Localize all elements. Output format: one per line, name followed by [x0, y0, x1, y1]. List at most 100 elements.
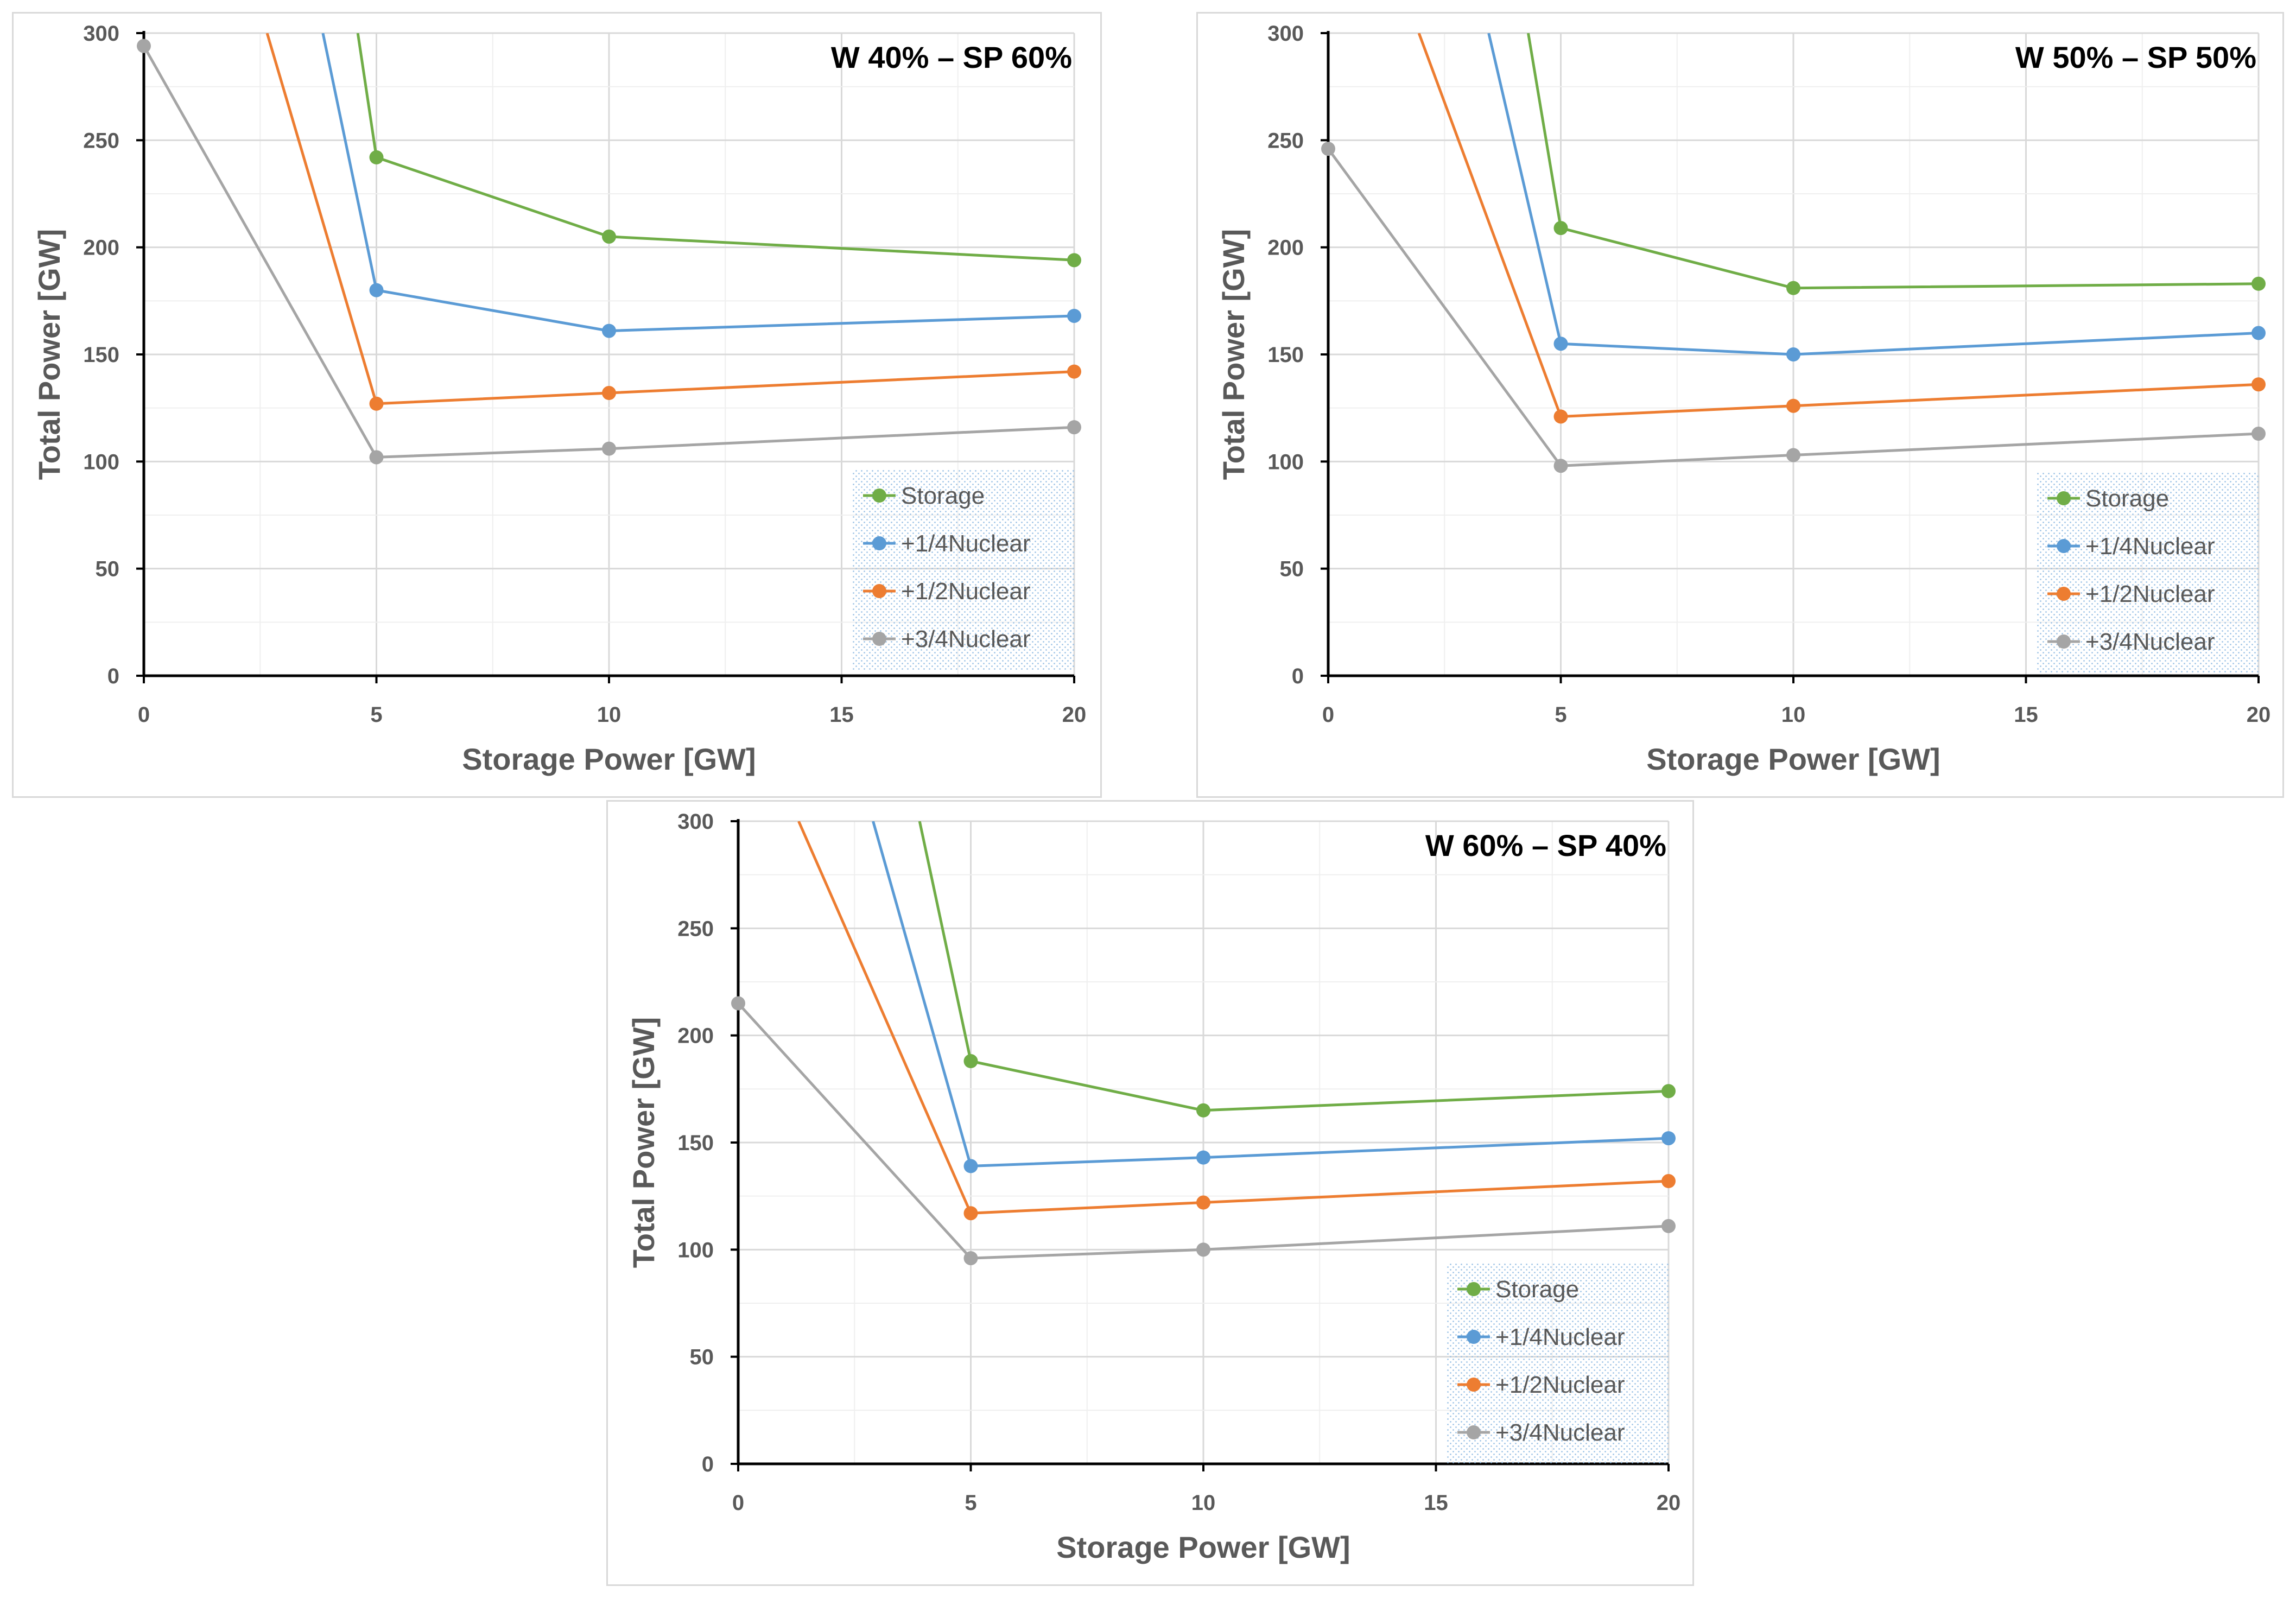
- data-point-2: [1786, 398, 1800, 413]
- data-point-3: [1196, 1242, 1210, 1257]
- y-tick-label: 150: [1267, 343, 1304, 367]
- x-tick-label: 5: [1555, 703, 1566, 727]
- data-point-0: [602, 229, 616, 244]
- y-tick-label: 50: [690, 1346, 714, 1369]
- y-tick-label: 250: [1267, 129, 1304, 153]
- data-point-2: [1661, 1174, 1676, 1189]
- x-axis-title: Storage Power [GW]: [462, 742, 756, 776]
- series-line-1: [1487, 33, 2259, 356]
- x-tick-label: 0: [732, 1491, 744, 1515]
- legend-marker-1: [872, 536, 886, 550]
- chart-panel-w60-sp40: 0 50 100 150 200 250 300 0 5 10 15 20 Storage Power …: [606, 800, 1694, 1586]
- legend: Storage +1/4Nuclear +1/2Nuclear +3/4Nuclear: [1447, 1263, 1669, 1464]
- chart-svg-1: 0 50 100 150 200 250 300 0 5 10 15 20 Storage Power …: [32, 22, 1087, 776]
- data-point-3: [1553, 459, 1568, 473]
- x-axis-title: Storage Power [GW]: [1646, 742, 1940, 776]
- chart-title: W 50% – SP 50%: [2015, 40, 2256, 74]
- x-tick-label: 15: [2014, 703, 2038, 727]
- legend-background: [852, 469, 1075, 670]
- data-point-0: [1786, 281, 1800, 295]
- data-point-2: [369, 396, 384, 411]
- series-line-1: [321, 33, 1074, 333]
- legend-marker-0: [2057, 491, 2071, 505]
- data-point-1: [2251, 326, 2266, 340]
- data-point-0: [963, 1054, 978, 1069]
- y-tick-label: 300: [1267, 22, 1304, 46]
- legend-marker-2: [2057, 587, 2071, 601]
- data-point-1: [1786, 347, 1800, 361]
- grid: [143, 32, 1075, 676]
- x-tick-label: 0: [1322, 703, 1334, 727]
- legend-label-3: +3/4Nuclear: [2085, 629, 2215, 655]
- chart-title: W 60% – SP 40%: [1425, 828, 1666, 862]
- data-point-3: [731, 996, 745, 1011]
- y-axis-title: Total Power [GW]: [32, 229, 66, 480]
- legend-marker-1: [1467, 1330, 1481, 1344]
- data-point-3: [137, 39, 151, 53]
- data-point-2: [1553, 409, 1568, 424]
- plot-area: [1328, 33, 2259, 467]
- data-point-1: [963, 1159, 978, 1173]
- chart-svg-2: 0 50 100 150 200 250 300 0 5 10 15 20 Storage Power …: [1216, 22, 2271, 776]
- chart-panel-w40-sp60: 0 50 100 150 200 250 300 0 5 10 15 20 Storage Power …: [12, 12, 1102, 798]
- data-point-1: [1661, 1131, 1676, 1146]
- legend-marker-1: [2057, 539, 2071, 553]
- y-tick-label: 200: [83, 236, 119, 260]
- data-point-3: [1786, 448, 1800, 462]
- legend-label-3: +3/4Nuclear: [1495, 1419, 1625, 1446]
- y-tick-label: 250: [83, 129, 119, 153]
- y-tick-label: 0: [702, 1452, 714, 1476]
- legend-label-1: +1/4Nuclear: [901, 530, 1030, 557]
- legend-marker-0: [872, 488, 886, 503]
- series-line-0: [356, 33, 1074, 262]
- x-tick-label: 5: [965, 1491, 976, 1515]
- legend-label-2: +1/2Nuclear: [1495, 1372, 1625, 1398]
- plot-area: [144, 33, 1074, 459]
- x-tick-label: 10: [597, 703, 621, 727]
- data-point-3: [1067, 420, 1081, 435]
- y-axis-title: Total Power [GW]: [626, 1017, 661, 1268]
- legend-label-0: Storage: [901, 483, 985, 509]
- legend-label-1: +1/4Nuclear: [1495, 1324, 1625, 1350]
- legend-marker-3: [1467, 1425, 1481, 1439]
- y-tick-label: 150: [677, 1131, 714, 1155]
- series-line-3: [1328, 148, 2259, 467]
- legend-marker-3: [2057, 634, 2071, 649]
- legend-label-0: Storage: [1495, 1276, 1579, 1303]
- data-point-3: [2251, 427, 2266, 441]
- data-point-2: [1067, 364, 1081, 379]
- data-point-2: [963, 1206, 978, 1221]
- data-point-3: [602, 441, 616, 456]
- legend-background: [2037, 472, 2259, 673]
- y-tick-label: 0: [107, 664, 119, 688]
- legend: Storage +1/4Nuclear +1/2Nuclear +3/4Nuclear: [852, 469, 1075, 670]
- x-tick-label: 0: [138, 703, 150, 727]
- legend-label-1: +1/4Nuclear: [2085, 533, 2215, 560]
- data-point-1: [1553, 337, 1568, 351]
- data-point-2: [602, 386, 616, 401]
- data-point-0: [2251, 276, 2266, 291]
- y-tick-label: 100: [677, 1238, 714, 1262]
- series-line-0: [1527, 33, 2259, 290]
- legend-background: [1447, 1263, 1669, 1464]
- data-point-2: [1196, 1195, 1210, 1210]
- x-tick-label: 20: [2247, 703, 2271, 727]
- data-point-1: [1196, 1150, 1210, 1165]
- x-tick-label: 20: [1062, 703, 1087, 727]
- plot-area: [738, 821, 1669, 1260]
- x-tick-label: 5: [370, 703, 382, 727]
- data-point-0: [369, 150, 384, 164]
- data-point-0: [1196, 1103, 1210, 1118]
- series-line-2: [797, 821, 1669, 1215]
- chart-panel-w50-sp50: 0 50 100 150 200 250 300 0 5 10 15 20 Storage Power …: [1196, 12, 2284, 798]
- y-tick-label: 50: [1280, 557, 1304, 581]
- legend-marker-2: [872, 584, 886, 598]
- y-tick-label: 300: [677, 810, 714, 834]
- data-point-2: [2251, 377, 2266, 392]
- y-tick-label: 200: [1267, 236, 1304, 260]
- y-tick-label: 200: [677, 1024, 714, 1048]
- series-line-3: [738, 1002, 1669, 1260]
- data-point-0: [1661, 1084, 1676, 1099]
- legend-label-2: +1/2Nuclear: [2085, 581, 2215, 607]
- chart-svg-3: 0 50 100 150 200 250 300 0 5 10 15 20 Storage Power …: [626, 810, 1680, 1564]
